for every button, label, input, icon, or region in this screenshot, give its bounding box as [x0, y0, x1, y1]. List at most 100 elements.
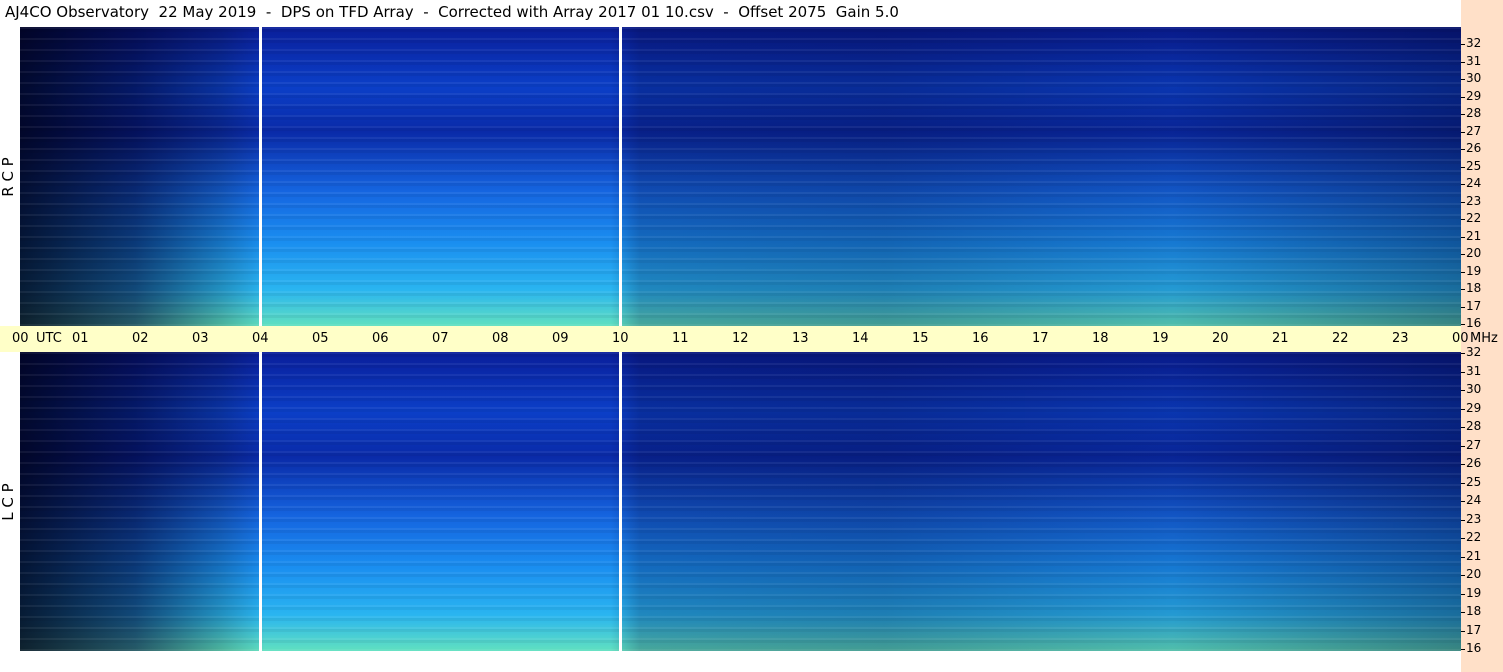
gap-line	[619, 352, 622, 651]
freq-label: 18	[1466, 604, 1482, 618]
time-label: 05	[312, 331, 329, 346]
freq-tick	[1461, 464, 1465, 465]
time-label: 18	[1092, 331, 1109, 346]
freq-tick	[1461, 166, 1465, 168]
gap-line	[619, 27, 622, 326]
freq-label: 21	[1466, 548, 1482, 563]
freq-label: 26	[1466, 456, 1482, 470]
freq-label: 30	[1466, 71, 1482, 85]
time-label: 08	[492, 331, 509, 346]
freq-tick	[1461, 44, 1465, 45]
freq-tick	[1461, 519, 1465, 521]
freq-label: 24	[1466, 493, 1482, 507]
freq-label: 23	[1466, 511, 1482, 526]
time-label: 02	[132, 331, 149, 346]
time-label: 17	[1032, 331, 1049, 346]
time-label: 04	[252, 331, 269, 346]
time-strip	[0, 326, 1461, 352]
freq-tick	[1461, 575, 1465, 576]
frequency-strip	[1461, 0, 1503, 672]
gap-line	[259, 352, 262, 651]
time-unit: UTC	[36, 331, 62, 346]
freq-tick	[1461, 306, 1465, 308]
time-label: 16	[972, 331, 989, 346]
freq-label: 23	[1466, 193, 1482, 208]
time-label: 00	[1452, 331, 1469, 346]
freq-label: 30	[1466, 382, 1482, 396]
stripes	[20, 352, 1461, 651]
time-label: 19	[1152, 331, 1169, 346]
freq-label: 29	[1466, 400, 1482, 415]
freq-tick	[1461, 593, 1465, 595]
title: AJ4CO Observatory 22 May 2019 - DPS on T…	[5, 3, 899, 21]
freq-label: 24	[1466, 176, 1482, 190]
time-label: 10	[612, 331, 629, 346]
freq-tick	[1461, 482, 1465, 484]
freq-tick	[1461, 445, 1465, 447]
time-label: 12	[732, 331, 749, 346]
freq-tick	[1461, 390, 1465, 391]
time-label: 13	[792, 331, 809, 346]
gap-line	[259, 27, 262, 326]
freq-tick	[1461, 96, 1465, 98]
freq-label: 31	[1466, 53, 1482, 68]
freq-tick	[1461, 219, 1465, 220]
freq-label: 29	[1466, 88, 1482, 103]
freq-label: 31	[1466, 363, 1482, 378]
freq-label: 21	[1466, 228, 1482, 243]
freq-label: 28	[1466, 419, 1482, 433]
freq-tick	[1461, 353, 1465, 354]
freq-tick	[1461, 289, 1465, 290]
freq-tick	[1461, 556, 1465, 558]
time-label: 22	[1332, 331, 1349, 346]
freq-label: 16	[1466, 316, 1482, 330]
freq-tick	[1461, 371, 1465, 373]
time-label: 11	[672, 331, 689, 346]
spectrogram-lcp	[20, 352, 1461, 651]
time-label: 00	[12, 331, 29, 346]
freq-label: 25	[1466, 158, 1482, 173]
spectrogram-rcp	[20, 27, 1461, 326]
time-label: 23	[1392, 331, 1409, 346]
freq-label: 20	[1466, 246, 1482, 260]
freq-label: 26	[1466, 141, 1482, 155]
freq-label: 22	[1466, 530, 1482, 544]
freq-label: 32	[1466, 345, 1482, 359]
freq-tick	[1461, 131, 1465, 133]
freq-tick	[1461, 114, 1465, 115]
freq-label: 27	[1466, 437, 1482, 452]
time-label: 06	[372, 331, 389, 346]
time-label: 14	[852, 331, 869, 346]
freq-tick	[1461, 271, 1465, 273]
panel-label: L C P	[0, 483, 17, 521]
freq-tick	[1461, 61, 1465, 63]
freq-tick	[1461, 630, 1465, 632]
freq-tick	[1461, 538, 1465, 539]
time-label: 21	[1272, 331, 1289, 346]
freq-tick	[1461, 201, 1465, 203]
freq-tick	[1461, 236, 1465, 238]
time-label: 07	[432, 331, 449, 346]
freq-tick	[1461, 501, 1465, 502]
freq-unit: MHz	[1470, 331, 1498, 346]
freq-label: 19	[1466, 585, 1482, 600]
freq-label: 27	[1466, 123, 1482, 138]
freq-label: 18	[1466, 281, 1482, 295]
freq-label: 20	[1466, 567, 1482, 581]
freq-label: 25	[1466, 474, 1482, 489]
time-label: 03	[192, 331, 209, 346]
time-label: 15	[912, 331, 929, 346]
freq-tick	[1461, 79, 1465, 80]
freq-label: 19	[1466, 263, 1482, 278]
freq-label: 22	[1466, 211, 1482, 225]
freq-tick	[1461, 427, 1465, 428]
freq-label: 28	[1466, 106, 1482, 120]
time-label: 09	[552, 331, 569, 346]
freq-tick	[1461, 254, 1465, 255]
freq-tick	[1461, 184, 1465, 185]
freq-label: 17	[1466, 298, 1482, 313]
freq-tick	[1461, 649, 1465, 650]
panel-label: R C P	[0, 157, 17, 197]
freq-label: 17	[1466, 622, 1482, 637]
